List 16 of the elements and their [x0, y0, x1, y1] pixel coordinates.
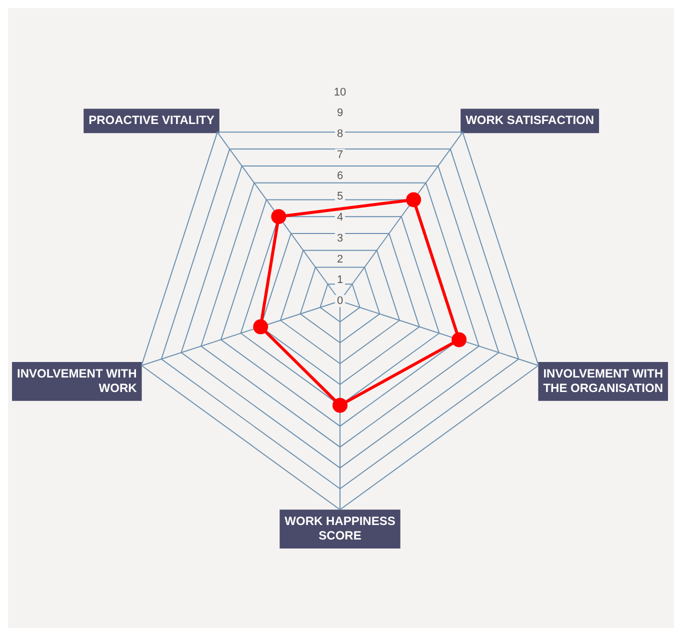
y-tick-label: 10: [334, 86, 346, 98]
spoke-label: WORK HAPPINESS SCORE: [284, 514, 396, 543]
spoke-label: WORK SATISFACTION: [466, 113, 594, 128]
spoke-label: INVOLVEMENT WITH WORK: [16, 366, 138, 395]
spoke-label: INVOLVEMENT WITH THE ORGANISATION: [543, 366, 664, 395]
y-tick-label: 5: [336, 190, 344, 203]
y-tick-label: 8: [336, 128, 344, 140]
y-tick-label: 4: [336, 212, 344, 224]
spoke-label: PROACTIVE VITALITY: [88, 113, 214, 128]
y-tick-label: 0: [336, 295, 344, 308]
y-tick-label: 3: [336, 232, 344, 244]
y-tick-label: 9: [336, 107, 344, 120]
y-tick-label: 7: [336, 148, 344, 161]
y-tick-label: 6: [336, 170, 344, 182]
y-tick-label: 2: [336, 253, 344, 266]
y-tick-label: 1: [336, 274, 344, 286]
